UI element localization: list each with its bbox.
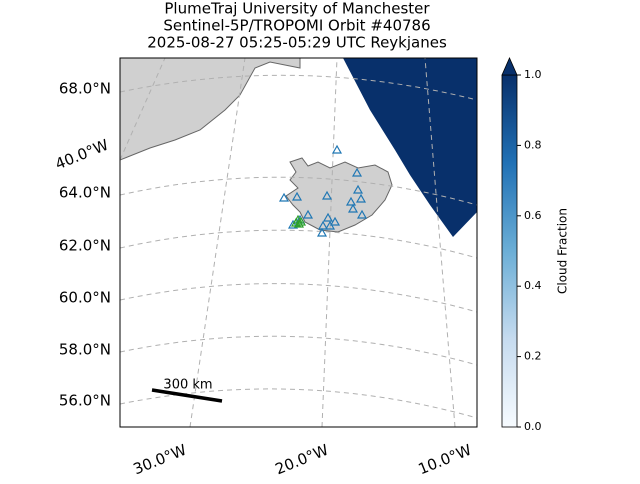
lon-label: 10.0°W (416, 441, 475, 479)
lat-label: 68.0°N (59, 80, 111, 98)
grid-line (424, 58, 456, 427)
grid-line (120, 335, 477, 366)
colorbar-tick-label: 0.2 (524, 350, 542, 363)
volcano (302, 209, 314, 219)
volcano (352, 184, 364, 194)
colorbar-extend (501, 57, 518, 76)
iceland (285, 157, 393, 233)
volcano (355, 193, 367, 203)
colorbar (501, 74, 518, 428)
volcano (322, 212, 334, 222)
lat-label: 64.0°N (59, 184, 111, 202)
volcano-markers (278, 144, 368, 237)
title-line: Sentinel-5P/TROPOMI Orbit #40786 (163, 17, 430, 35)
grid-line (321, 58, 338, 427)
volcano (293, 218, 305, 228)
volcano (351, 167, 363, 177)
volcano (321, 190, 333, 200)
lon-label: 40.0°W (53, 136, 112, 174)
grid-line (120, 58, 166, 161)
title-line: 2025-08-27 05:25-05:29 UTC Reykjanes (147, 34, 447, 52)
cloud-swath (343, 58, 477, 237)
volcano (317, 220, 329, 230)
volcano (278, 192, 290, 202)
lat-label: 58.0°N (59, 341, 111, 359)
colorbar-label: Cloud Fraction (556, 208, 570, 294)
lon-label: 30.0°W (131, 441, 190, 479)
volcano (356, 209, 368, 219)
volcano (316, 227, 328, 237)
volcano (345, 196, 357, 206)
scale-bar (151, 388, 223, 403)
colorbar-tick-label: 1.0 (524, 68, 542, 81)
colorbar-tick-label: 0.4 (524, 279, 542, 292)
grid-line (189, 58, 246, 427)
lat-label: 60.0°N (59, 289, 111, 307)
volcano (329, 216, 341, 226)
grid-line (120, 388, 477, 419)
lat-labels: 68.0°N 64.0°N 62.0°N 60.0°N 58.0°N 56.0°N (59, 80, 111, 410)
greenland (120, 58, 301, 161)
volcano (291, 191, 303, 201)
colorbar-tick-label: 0.6 (524, 209, 542, 222)
grid-line (120, 176, 477, 206)
grid-line (120, 283, 477, 313)
lat-label: 62.0°N (59, 237, 111, 255)
colorbar-ticks: 0.0 0.2 0.4 0.6 0.8 1.0 (517, 68, 542, 433)
volcano (324, 220, 336, 230)
map-frame (119, 57, 478, 428)
map (120, 58, 477, 427)
colorbar-tick-label: 0.0 (524, 420, 542, 433)
volcano (347, 203, 359, 213)
lat-label: 56.0°N (59, 392, 111, 410)
title-line: PlumeTraj University of Manchester (164, 0, 430, 18)
scale-bar-label: 300 km (163, 378, 212, 393)
lon-label: 20.0°W (273, 441, 332, 479)
colorbar-tick-label: 0.8 (524, 138, 542, 151)
volcano (287, 219, 299, 229)
grid-line (120, 229, 477, 259)
volcano (295, 216, 307, 226)
grid-line (120, 74, 477, 101)
volcano (331, 144, 343, 154)
